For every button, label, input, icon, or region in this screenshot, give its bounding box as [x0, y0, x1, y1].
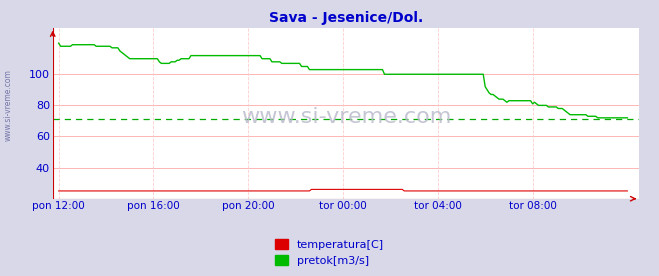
Text: www.si-vreme.com: www.si-vreme.com	[241, 107, 451, 127]
Legend: temperatura[C], pretok[m3/s]: temperatura[C], pretok[m3/s]	[270, 234, 389, 270]
Title: Sava - Jesenice/Dol.: Sava - Jesenice/Dol.	[269, 11, 423, 25]
Text: www.si-vreme.com: www.si-vreme.com	[3, 69, 13, 141]
